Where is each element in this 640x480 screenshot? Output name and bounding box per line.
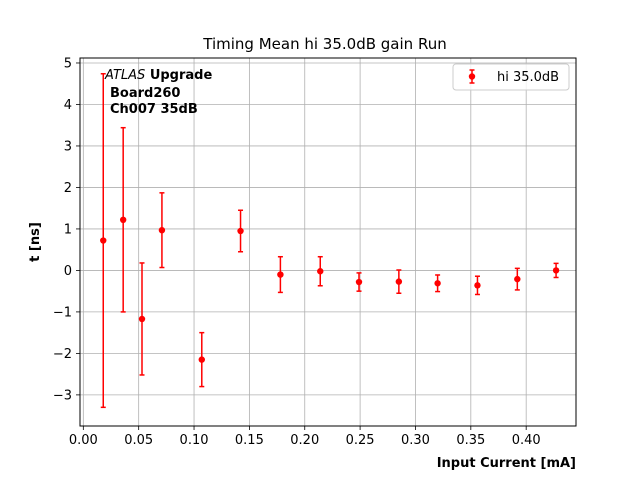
x-tick-label: 0.30: [401, 433, 430, 448]
data-point: [434, 280, 441, 287]
data-point: [552, 267, 560, 274]
atlas-annotation: ATLAS Upgrade Board260 Ch007 35dB: [104, 68, 212, 117]
x-tick-label: 0.10: [180, 433, 209, 448]
grid: [80, 58, 576, 426]
y-tick-label: −2: [53, 347, 72, 362]
x-tick-label: 0.20: [290, 433, 319, 448]
data-point: [277, 271, 284, 278]
legend-box: [452, 63, 570, 91]
data-point: [198, 356, 205, 363]
legend-entry-label: hi 35.0dB: [497, 70, 559, 85]
axis-ticks: 0.00 0.05 0.10 0.15 0.20 0.25 0.30 0.35 0.40 −3 −2…: [53, 56, 541, 448]
x-tick-label: 0.00: [69, 433, 98, 448]
x-tick-label: 0.40: [512, 433, 541, 448]
y-tick-label: 0: [64, 264, 72, 279]
plot-frame: [79, 57, 577, 427]
x-tick-label: 0.05: [124, 433, 153, 448]
legend: hi 35.0dB: [452, 63, 570, 91]
data-point: [355, 278, 363, 286]
legend-marker: [468, 73, 476, 80]
data-point: [395, 278, 403, 285]
annotation-atlas: ATLAS: [104, 68, 145, 83]
y-tick-label: 1: [64, 222, 72, 237]
data-point: [317, 268, 324, 275]
data-point: [158, 226, 166, 234]
y-tick-label: −1: [53, 305, 72, 320]
annotation-line-1: ATLAS Upgrade: [104, 68, 212, 83]
annotation-upgrade: Upgrade: [150, 68, 213, 83]
y-tick-label: 2: [64, 181, 72, 196]
data-point: [514, 275, 521, 283]
data-point: [119, 216, 127, 224]
x-tick-label: 0.25: [346, 433, 375, 448]
annotation-line-2: Board260: [110, 86, 180, 101]
x-tick-label: 0.15: [235, 433, 264, 448]
data-series: [100, 73, 560, 409]
data-point: [474, 282, 481, 289]
y-tick-label: −3: [53, 388, 72, 403]
y-axis-label: t [ns]: [28, 222, 43, 262]
data-point: [237, 227, 244, 235]
x-axis-label: Input Current [mA]: [437, 456, 576, 471]
annotation-line-3: Ch007 35dB: [110, 102, 198, 117]
y-tick-label: 5: [64, 56, 72, 71]
y-tick-label: 3: [64, 139, 72, 154]
data-point: [100, 237, 107, 244]
data-point: [138, 315, 146, 323]
x-tick-label: 0.35: [456, 433, 485, 448]
chart-title: Timing Mean hi 35.0dB gain Run: [202, 35, 446, 53]
y-tick-label: 4: [64, 98, 72, 113]
